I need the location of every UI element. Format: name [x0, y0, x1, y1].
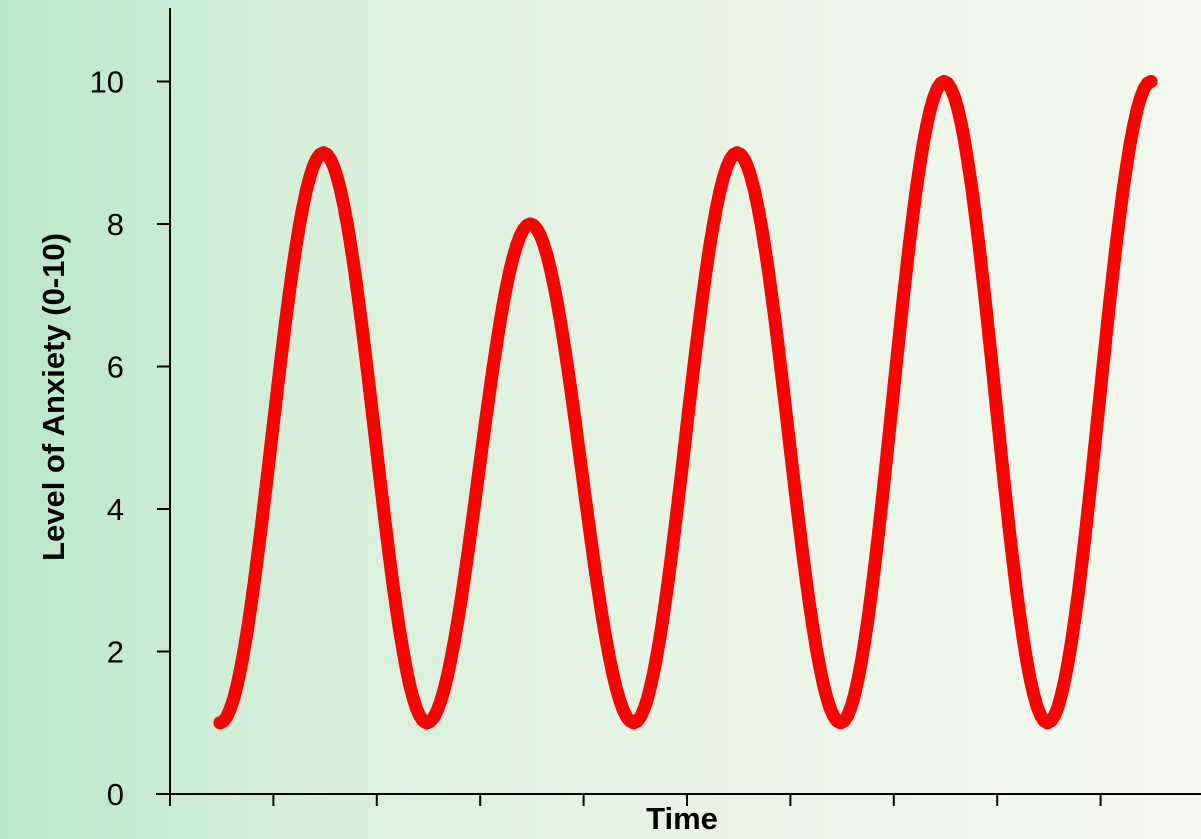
data-point — [316, 146, 330, 160]
data-point — [937, 75, 951, 88]
y-tick-label: 8 — [107, 207, 124, 242]
y-tick-label: 6 — [107, 350, 124, 385]
y-tick-label: 4 — [107, 492, 124, 527]
data-point — [1144, 75, 1158, 88]
data-point — [834, 716, 848, 730]
data-point — [523, 217, 537, 231]
x-axis-label: Time — [646, 801, 718, 834]
data-point — [1041, 716, 1055, 730]
data-point — [730, 146, 744, 160]
data-point — [627, 716, 641, 730]
y-axis-label: Level of Anxiety (0-10) — [36, 233, 71, 561]
series-group — [213, 75, 1158, 730]
y-axis-ticks: 0 2 4 6 8 10 — [90, 65, 170, 812]
anxiety-series-line — [213, 75, 1158, 730]
y-tick-label: 0 — [107, 777, 124, 812]
data-point — [420, 716, 434, 730]
y-tick-label: 10 — [90, 65, 124, 100]
x-axis-ticks — [169, 794, 1102, 806]
data-point — [213, 716, 227, 730]
axes — [156, 8, 1201, 795]
y-tick-label: 2 — [107, 635, 124, 670]
